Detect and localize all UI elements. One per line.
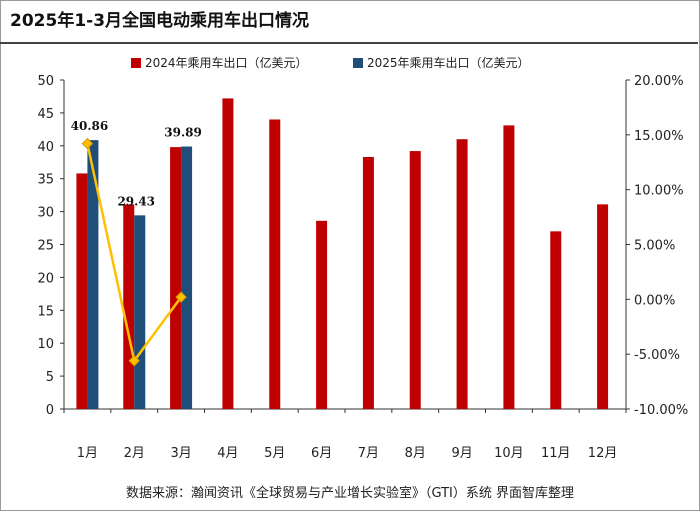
x-tick-label: 11月 [541,446,571,461]
y-tick-label: 40 [37,140,54,155]
data-label: 29.43 [117,194,155,208]
y-tick-label: 25 [37,239,54,254]
y-tick-label: 15 [37,304,54,319]
y2-tick-label: 0.00% [634,293,675,308]
y2-tick-label: -5.00% [634,348,680,363]
x-tick-label: 4月 [217,446,238,461]
legend-label: 2025年乘用车出口（亿美元） [367,55,530,70]
legend-label: 2024年乘用车出口（亿美元） [145,55,308,70]
y-tick-label: 50 [37,74,54,89]
legend-swatch [353,58,363,68]
x-tick-label: 3月 [170,446,191,461]
bar [222,98,234,409]
bar [409,151,421,409]
y-tick-label: 35 [37,173,54,188]
bar [316,220,328,409]
line-point [128,355,140,367]
x-tick-label: 12月 [588,446,618,461]
data-label: 39.89 [164,126,202,140]
bar [134,215,146,409]
x-tick-label: 5月 [264,446,285,461]
y2-tick-label: 10.00% [634,184,684,199]
y-tick-label: 20 [37,271,54,286]
growth-line [81,137,187,367]
bar [76,173,88,409]
legend: 2024年乘用车出口（亿美元） 2025年乘用车出口（亿美元） [131,55,530,70]
bar [550,231,562,409]
chart-area: 2024年乘用车出口（亿美元） 2025年乘用车出口（亿美元） 051015202… [37,55,688,461]
bar [170,147,182,409]
bar [456,139,468,409]
data-label: 40.86 [71,119,109,133]
x-tick-label: 2月 [124,446,145,461]
x-tick-label: 8月 [405,446,426,461]
y2-tick-label: 20.00% [634,74,684,89]
y2-tick-label: 5.00% [634,239,675,254]
y2-tick-label: -10.00% [634,403,688,418]
data-labels: 40.86 29.43 39.89 [71,119,202,208]
y2-tick-label: 15.00% [634,129,684,144]
y-tick-label: 30 [37,206,54,221]
axes: 0 5 10 15 20 25 30 35 40 45 50 -10.00% -5.00% 0.00% 5.… [37,74,688,461]
bar [503,125,515,409]
x-tick-label: 9月 [451,446,472,461]
legend-swatch [131,58,141,68]
line-point [81,137,94,150]
bar [597,204,609,409]
x-tick-label: 6月 [311,446,332,461]
x-tick-label: 1月 [77,446,98,461]
y-tick-label: 5 [46,370,54,385]
bar [362,156,374,409]
bars [76,98,609,409]
y-tick-label: 45 [37,107,54,122]
bar [269,119,281,409]
bar [87,140,99,409]
y-tick-label: 0 [46,403,54,418]
bar [123,204,135,409]
x-tick-label: 10月 [494,446,524,461]
chart-title: 2025年1-3月全国电动乘用车出口情况 [10,11,310,31]
y-tick-label: 10 [37,337,54,352]
x-tick-label: 7月 [358,446,379,461]
bar [181,146,193,409]
line-point [175,291,187,303]
source-note: 数据来源：瀚闻资讯《全球贸易与产业增长实验室》（GTI）系统 界面智库整理 [125,486,575,501]
title-divider [0,42,698,44]
